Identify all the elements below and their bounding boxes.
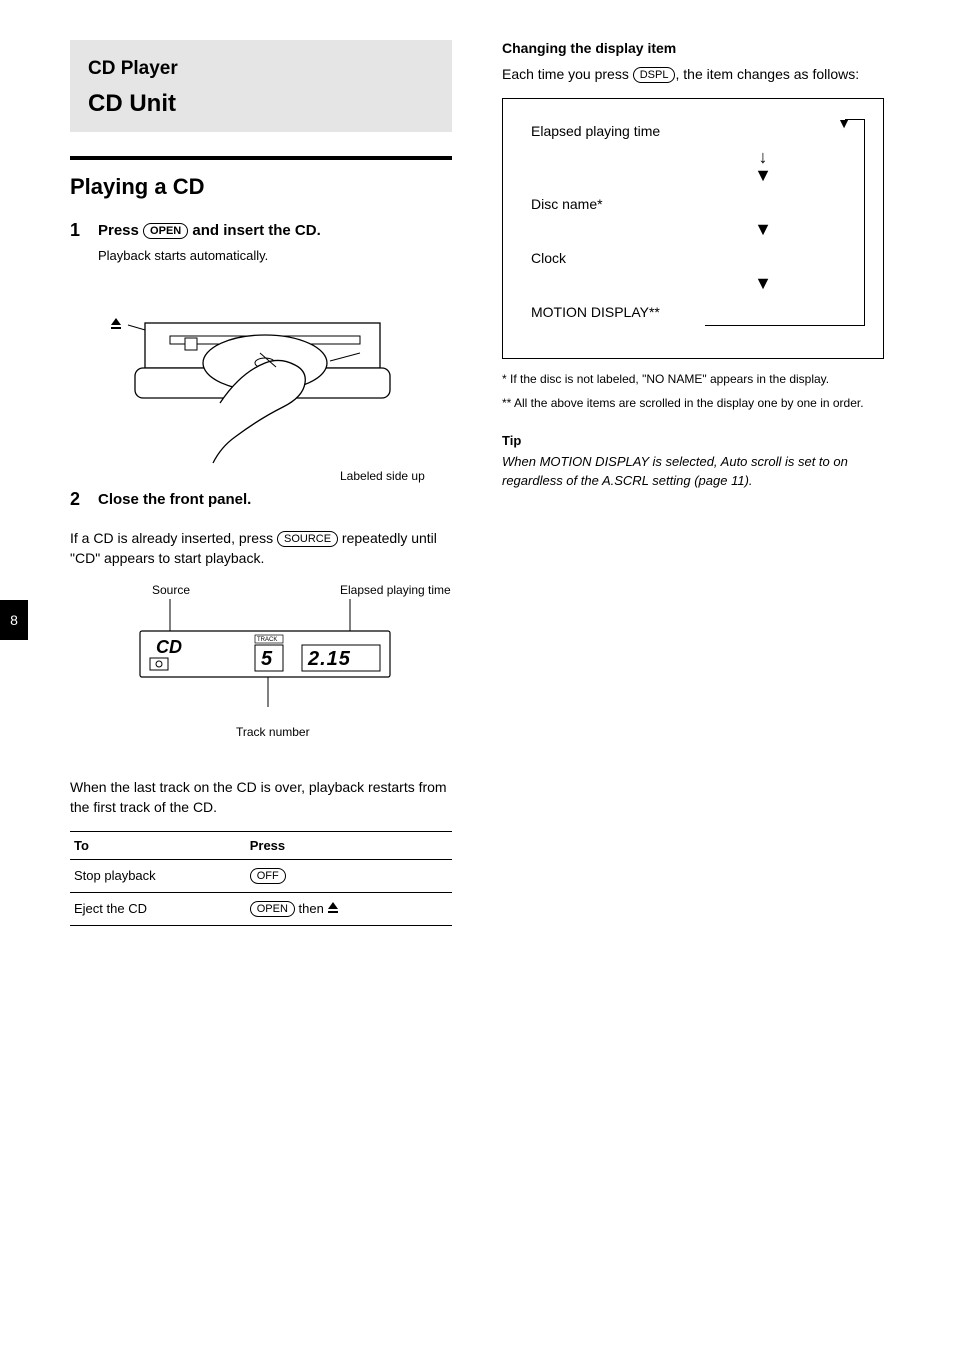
step-text-pre: Press — [98, 222, 143, 239]
lcd-illustration: Source Elapsed playing time CD TRACK 5 — [70, 583, 452, 763]
table-row: Eject the CD OPEN then — [70, 893, 452, 926]
lcd-source-text: CD — [156, 637, 182, 657]
tip-body: When MOTION DISPLAY is selected, Auto sc… — [502, 453, 884, 491]
rule — [70, 156, 452, 160]
step-1: 1 Press OPEN and insert the CD. Playback… — [70, 220, 452, 265]
section-title: CD Unit — [88, 90, 434, 118]
lcd-track-value: 5 — [261, 648, 273, 670]
after-paragraph: When the last track on the CD is over, p… — [70, 777, 452, 818]
right-heading: Changing the display item — [502, 40, 884, 56]
section-eyebrow: CD Player — [88, 58, 434, 80]
down-arrow-icon: ↓▼ — [531, 148, 855, 184]
source-button-label: SOURCE — [277, 531, 338, 547]
step-2-text: Close the front panel. — [98, 491, 251, 508]
table-row: Stop playback OFF — [70, 860, 452, 893]
display-flow-box: ▼ Elapsed playing time ↓▼ Disc name* ▼ C… — [502, 98, 884, 359]
footnote-1: * If the disc is not labeled, "NO NAME" … — [502, 371, 884, 388]
step-number: 2 — [70, 489, 88, 510]
eject-icon — [327, 902, 339, 914]
right-post: , the item changes as follows: — [675, 66, 859, 82]
step-2: 2 Close the front panel. — [70, 489, 452, 510]
cd-insert-illustration: Labeled side up — [70, 283, 452, 483]
section-header-box: CD Player CD Unit — [70, 40, 452, 132]
illus-caption: Labeled side up — [340, 469, 425, 483]
lcd-label-source: Source — [152, 583, 190, 597]
table-header-to: To — [70, 832, 246, 860]
flow-item: Disc name* — [531, 194, 855, 214]
flow-return-line: ▼ — [859, 119, 869, 326]
two-column-layout: CD Player CD Unit Playing a CD 1 Press O… — [70, 40, 884, 926]
open-button-label: OPEN — [250, 901, 295, 917]
tip-block: Tip When MOTION DISPLAY is selected, Aut… — [502, 432, 884, 491]
dspl-button-label: DSPL — [633, 67, 676, 83]
actions-table: To Press Stop playback OFF Eject the CD … — [70, 831, 452, 926]
down-arrow-icon: ▼ — [531, 220, 855, 238]
step-text: Close the front panel. — [98, 489, 251, 510]
lcd-label-track: Track number — [236, 725, 310, 739]
lcd-svg: CD TRACK 5 2.15 — [70, 583, 440, 723]
subsection-title: Playing a CD — [70, 174, 452, 200]
table-cell-press: OPEN then — [246, 893, 452, 926]
lcd-track-word: TRACK — [257, 637, 277, 643]
step-text-post: and insert the CD. — [188, 222, 321, 239]
tip-title: Tip — [502, 432, 884, 451]
page-number-tab: 8 — [0, 600, 28, 640]
step-note: Playback starts automatically. — [98, 247, 321, 265]
step-text: Press OPEN and insert the CD. Playback s… — [98, 220, 321, 265]
flow-item: MOTION DISPLAY** — [531, 302, 855, 322]
table-header-press: Press — [246, 832, 452, 860]
step-2-pre: If a CD is already inserted, press — [70, 530, 277, 546]
eject-icon — [110, 318, 122, 330]
footnote-2: ** All the above items are scrolled in t… — [502, 395, 884, 412]
left-column: CD Player CD Unit Playing a CD 1 Press O… — [70, 40, 452, 926]
lcd-label-time: Elapsed playing time — [340, 583, 451, 597]
step-number: 1 — [70, 220, 88, 265]
table-cell-rest: then — [295, 901, 328, 916]
right-paragraph: Each time you press DSPL, the item chang… — [502, 64, 884, 84]
table-cell-action: Eject the CD — [70, 893, 246, 926]
cd-insert-svg — [70, 283, 400, 483]
table-cell-action: Stop playback — [70, 860, 246, 893]
right-column: Changing the display item Each time you … — [502, 40, 884, 926]
down-arrow-icon: ▼ — [531, 274, 855, 292]
flow-item: Elapsed playing time — [531, 121, 855, 141]
table-cell-press: OFF — [246, 860, 452, 893]
step-2-paragraph: If a CD is already inserted, press SOURC… — [70, 528, 452, 569]
eject-callout-label — [110, 318, 122, 332]
flow-item: Clock — [531, 248, 855, 268]
off-button-label: OFF — [250, 868, 286, 884]
lcd-time-value: 2.15 — [307, 648, 351, 670]
right-pre: Each time you press — [502, 66, 633, 82]
open-button-label: OPEN — [143, 223, 188, 239]
